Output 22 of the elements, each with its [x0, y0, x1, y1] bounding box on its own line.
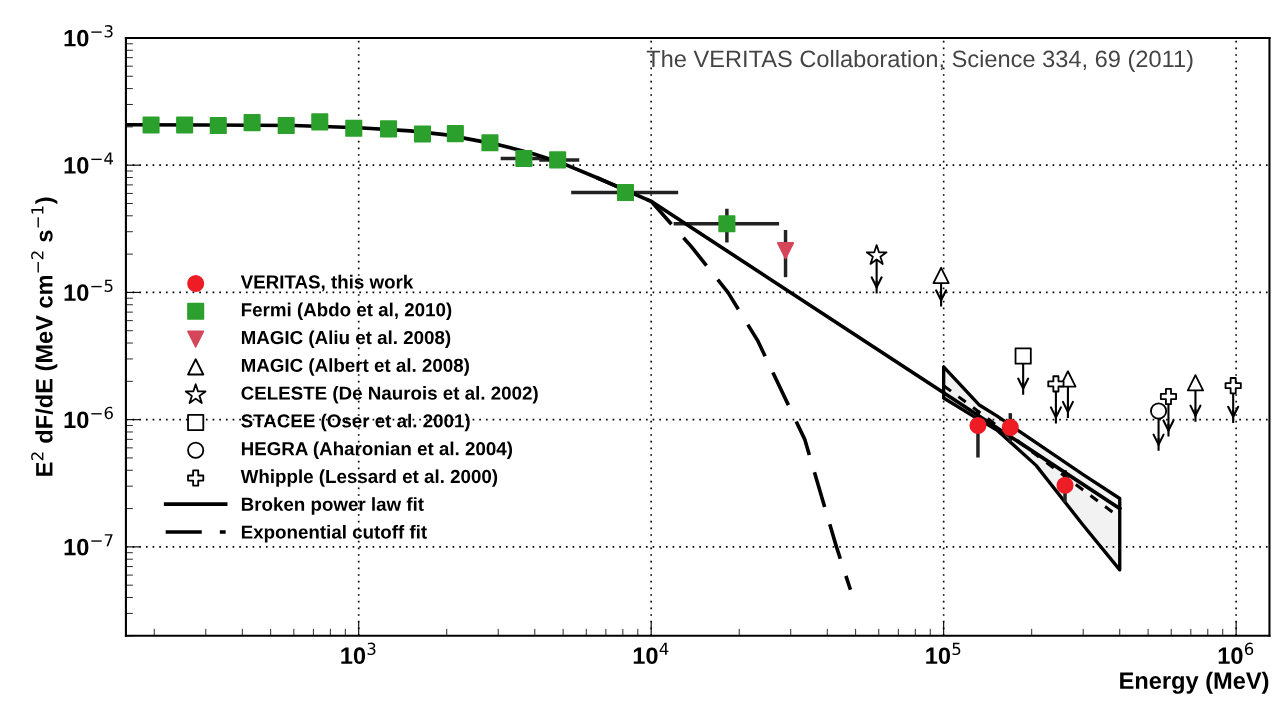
- legend-label: HEGRA (Aharonian et al. 2004): [241, 441, 513, 460]
- y-tick-label: 10$^{−3}$: [64, 25, 113, 47]
- y-tick-label: 10$^{−4}$: [64, 152, 114, 174]
- legend-label: MAGIC (Albert et al. 2008): [241, 358, 469, 376]
- y-tick-label: 10$^{−5}$: [64, 279, 113, 302]
- y-tick-label: 10$^{−6}$: [64, 406, 113, 429]
- legend-label: Exponential cutoff fit: [241, 524, 427, 543]
- x-tick-label: 10$^{4}$: [633, 642, 669, 665]
- y-tick-label: 10$^{−7}$: [64, 534, 113, 556]
- legend-label: STACEE (Oser et al. 2001): [241, 413, 470, 432]
- y-axis-title: E$^{2}$ dF/dE (MeV cm$^{−2}$ s$^{−1}$): [31, 197, 58, 476]
- legend-label: Fermi (Abdo et al, 2010): [241, 302, 452, 321]
- legend-label: Whipple (Lessard et al. 2000): [240, 469, 498, 487]
- legend-label: VERITAS, this work: [240, 274, 414, 292]
- legend-label: CELESTE (De Naurois et al. 2002): [241, 385, 538, 404]
- x-tick-label: 10$^{3}$: [341, 642, 376, 665]
- x-tick-label: 10$^{6}$: [1218, 642, 1254, 665]
- legend-label: Broken power law fit: [241, 497, 424, 515]
- x-tick-label: 10$^{5}$: [926, 642, 961, 665]
- legend-label: MAGIC (Aliu et al. 2008): [241, 330, 451, 348]
- annotation: The VERITAS Collaboration, Science 334, 69 (2011): [646, 49, 1193, 72]
- x-axis-title: Energy (MeV): [1120, 671, 1269, 694]
